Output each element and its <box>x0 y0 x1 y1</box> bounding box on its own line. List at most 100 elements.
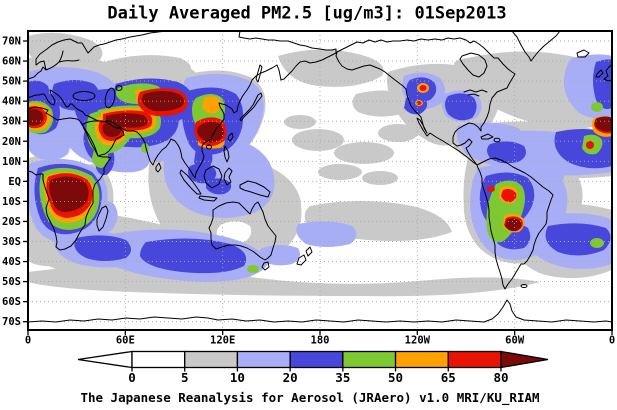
colorbar-segment <box>342 350 397 369</box>
coastline-baltic-sea <box>45 50 80 71</box>
colorbar-arrow-low <box>77 350 133 369</box>
coastline-sumatra <box>179 169 202 195</box>
lon-tick-label: 0 <box>25 335 31 347</box>
contour-layer-65-80-shape <box>586 141 594 149</box>
coastline-sri-lanka <box>155 162 162 173</box>
colorbar <box>77 350 549 369</box>
coastline-north-america <box>335 37 516 166</box>
map-content <box>28 31 612 330</box>
coastline-hispaniola <box>493 137 501 143</box>
coastline-eurasia <box>28 31 337 179</box>
lat-tick-label: 60S <box>2 296 21 308</box>
colorbar-labels: 0 5 10 20 35 50 65 80 <box>128 367 509 385</box>
contour-layer-5-10-shape <box>284 115 316 129</box>
colorbar-arrow-high <box>500 350 549 369</box>
colorbar-segment <box>184 350 239 369</box>
source-caption: The Japanese Reanalysis for Aerosol (JRA… <box>80 390 539 406</box>
coastline-aral-sea <box>115 85 123 91</box>
contour-layer-5-10-shape <box>318 164 362 180</box>
coastline-sakhalin <box>255 64 263 83</box>
contour-layer-20-35-shape <box>206 178 232 195</box>
coastline-java <box>198 195 218 202</box>
coastline-sulawesi <box>223 167 233 186</box>
lat-tick-label: 30N <box>2 116 21 128</box>
axes: 70N 60N 50N 40N 30N 20N 10N EQ 10S 20S 30S 40S 50S 60… <box>2 36 615 347</box>
lat-tick-label: 50S <box>2 276 21 288</box>
contour-layer-5-10-shape <box>334 142 394 164</box>
contour-layer-35-50-shape <box>590 238 604 248</box>
contour-layer-5-10-shape <box>378 124 418 142</box>
colorbar-segment <box>131 350 186 369</box>
contour-layer-gt80-shape <box>28 109 44 126</box>
colorbar-tick-label: 50 <box>388 370 403 385</box>
coastline-new-guinea <box>239 180 271 198</box>
lat-tick-label: 40S <box>2 256 21 268</box>
contour-layer-65-80-shape <box>419 85 427 91</box>
lon-tick-label: 60W <box>505 335 525 347</box>
coastline-japan <box>239 92 263 122</box>
contour-layer-5-10-shape <box>330 57 358 71</box>
colorbar-tick-label: 10 <box>230 370 245 385</box>
contour-layer-50-65-shape <box>202 96 221 114</box>
coastlines <box>28 31 612 323</box>
coastline-arabia <box>82 120 125 157</box>
coastline-ireland <box>595 69 604 78</box>
colorbar-segment <box>394 350 449 369</box>
lat-tick-label: 40N <box>2 96 21 108</box>
lat-tick-label: 30S <box>2 236 21 248</box>
colorbar-segment <box>236 350 291 369</box>
contour-layer-gt80 <box>28 91 612 232</box>
colorbar-tick-label: 20 <box>283 370 298 385</box>
lat-tick-label: 60N <box>2 56 21 68</box>
contour-layer-20-35-shape <box>404 95 428 115</box>
graticule <box>28 31 612 330</box>
contour-layer-35-50-shape <box>591 102 603 112</box>
lat-tick-label: 10N <box>2 156 21 168</box>
coastline-iceland <box>576 49 590 58</box>
lat-tick-label: 70N <box>2 36 21 48</box>
lat-tick-label: 70S <box>2 316 21 328</box>
colorbar-segment <box>289 350 344 369</box>
colorbar-tick-label: 80 <box>493 370 508 385</box>
contour-layer-20-35-shape <box>593 59 612 109</box>
colorbar-tick-label: 65 <box>441 370 456 385</box>
coastline-black-sea <box>72 91 96 101</box>
lon-tick-label: 0 <box>609 335 615 347</box>
lon-tick-label: 120E <box>210 335 235 347</box>
coastline-hainan <box>206 144 212 150</box>
lon-tick-label: 180 <box>311 335 330 347</box>
lon-tick-label: 60E <box>116 335 135 347</box>
colorbar-segment <box>447 350 502 369</box>
coastline-africa <box>28 106 112 251</box>
coastline-south-america <box>476 157 554 290</box>
coastline-cuba <box>480 133 494 140</box>
lat-tick-label: EQ <box>8 176 21 188</box>
contour-layer-gt80-shape <box>594 116 612 132</box>
contour-layer-5-10-shape <box>278 49 384 87</box>
coastline-tasmania <box>261 261 270 271</box>
coastline-falklands <box>520 284 528 288</box>
contour-layer-5-10-shape <box>362 171 398 185</box>
contour-layer-35-50-shape <box>92 148 109 168</box>
coastline-philippines <box>223 145 230 163</box>
coastline-great-lakes <box>463 89 488 97</box>
coastline-borneo <box>203 165 223 189</box>
contour-layer-gt80-shape <box>49 176 89 212</box>
contour-layer-20-35-shape <box>140 238 247 274</box>
lat-tick-label: 50N <box>2 76 21 88</box>
coastline-greenland <box>511 31 561 62</box>
coastline-madagascar <box>96 205 109 232</box>
chart-title: Daily Averaged PM2.5 [ug/m3]: 01Sep2013 <box>107 4 506 24</box>
contour-layer-gt80-shape <box>142 91 184 112</box>
coastline-hudson-bay <box>459 52 488 78</box>
coastline-taiwan <box>227 132 234 142</box>
contour-layer-35-50-shape <box>247 265 259 273</box>
coastline-australia <box>208 201 277 261</box>
contour-layer-10-20-shape <box>163 135 275 218</box>
contour-layer-5-10-shape <box>292 129 344 151</box>
lat-tick-label: 20N <box>2 136 21 148</box>
contour-layer-10-20-shape <box>527 163 564 190</box>
lat-tick-label: 20S <box>2 216 21 228</box>
